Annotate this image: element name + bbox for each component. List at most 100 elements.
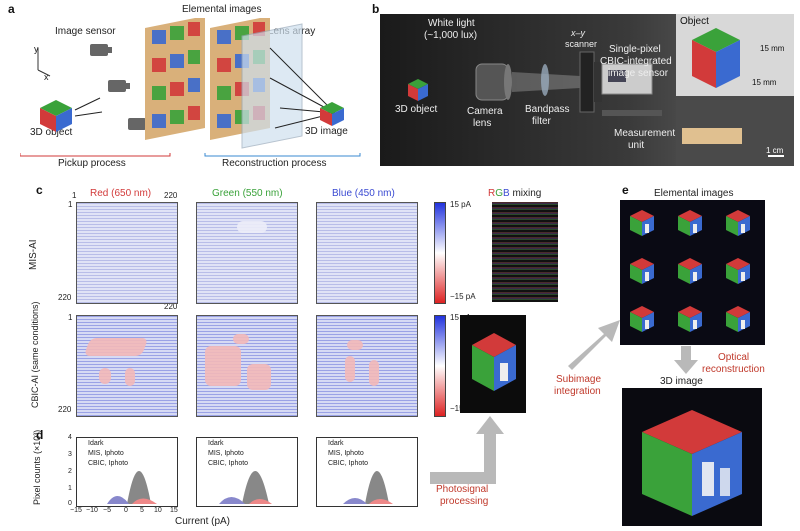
ytick: 4 — [68, 434, 72, 441]
ytick: 3 — [68, 451, 72, 458]
optical-label-2: reconstruction — [702, 364, 765, 375]
histogram-green — [196, 437, 298, 507]
ytick: 2 — [68, 468, 72, 475]
rgb-b: B — [503, 188, 510, 199]
histogram-blue — [316, 437, 418, 507]
setup-3d-object-label: 3D object — [395, 104, 438, 115]
subimage-label-2: integration — [554, 386, 601, 397]
tick-220-left-2: 220 — [58, 405, 72, 414]
legend-cbic: CBIC, Iphoto — [88, 460, 129, 467]
panel-a-illustration — [20, 18, 361, 157]
colorbar-bottom — [434, 315, 446, 417]
xtick: 5 — [140, 507, 144, 514]
rgb-rest: mixing — [509, 188, 542, 199]
cbic-red-map — [76, 315, 178, 417]
pickup-process-label: Pickup process — [58, 158, 126, 169]
legend-cbic-2: CBIC, Iphoto — [208, 460, 249, 467]
tick-1-left: 1 — [68, 200, 73, 209]
cbic-blue-map — [316, 315, 418, 417]
mis-rgb-mixing — [492, 202, 558, 302]
white-light-label: White light — [428, 18, 475, 29]
white-light-lux: (~1,000 lux) — [424, 30, 478, 41]
tick-1-top: 1 — [72, 191, 77, 200]
reconstruction-process-label: Reconstruction process — [222, 158, 327, 169]
elemental-images-grid — [620, 200, 765, 345]
reconstructed-3d-image — [622, 388, 762, 526]
colorbar-top — [434, 202, 446, 304]
rgb-r: R — [488, 188, 496, 199]
photosignal-label-2: processing — [440, 496, 489, 507]
arrow-up-icon — [476, 416, 504, 434]
tick-220-top-2: 220 — [164, 302, 178, 311]
tick-220-left: 220 — [58, 293, 72, 302]
green-channel-title: Green (550 nm) — [212, 188, 283, 199]
sensor-label-3: image sensor — [608, 68, 669, 79]
legend-dark-2: Idark — [208, 440, 224, 447]
xtick: 10 — [154, 507, 162, 514]
ytick: 1 — [68, 485, 72, 492]
xtick: −5 — [103, 507, 111, 514]
setup-illustration — [408, 28, 784, 157]
optical-label-1: Optical — [718, 352, 750, 363]
rgb-g: G — [495, 188, 504, 199]
mis-blue-map — [316, 202, 418, 304]
bandpass-label-1: Bandpass — [525, 104, 570, 115]
measurement-label-1: Measurement — [614, 128, 676, 139]
panel-c-label: c — [36, 183, 43, 197]
colorbar-top-min: −15 pA — [450, 292, 476, 301]
mis-green-map — [196, 202, 298, 304]
scanner-label-2: scanner — [565, 39, 598, 49]
rgb-mixing-title: RGB mixing — [488, 188, 541, 199]
legend-cbic-3: CBIC, Iphoto — [328, 460, 369, 467]
measurement-label-2: unit — [628, 140, 645, 151]
camera-lens-label-2: lens — [473, 118, 492, 129]
subimage-label-1: Subimage — [556, 374, 602, 385]
legend-mis-2: MIS, Iphoto — [208, 450, 244, 457]
sensor-label-1: Single-pixel — [609, 44, 661, 55]
xtick: −10 — [86, 507, 98, 514]
dimension-label-2: 15 mm — [752, 78, 777, 87]
xtick: −15 — [70, 507, 82, 514]
object-3d-label: 3D object — [30, 127, 73, 138]
bandpass-label-2: filter — [532, 116, 551, 127]
tick-1-left-2: 1 — [68, 313, 73, 322]
mis-red-map — [76, 202, 178, 304]
histogram-red — [76, 437, 178, 507]
d-xlabel: Current (pA) — [175, 516, 231, 527]
tick-220-top: 220 — [164, 191, 178, 200]
legend-dark-3: Idark — [328, 440, 344, 447]
image-sensor-label: Image sensor — [55, 26, 116, 37]
dimension-label-1: 15 mm — [760, 44, 785, 53]
row-label-mis: MIS-AI — [28, 239, 39, 270]
legend-mis: MIS, Iphoto — [88, 450, 124, 457]
arrow-vertical — [484, 430, 496, 484]
image-3d-e-label: 3D image — [660, 376, 703, 387]
arrow-horizontal — [430, 472, 490, 484]
d-ylabel: Pixel counts (×10³) — [32, 429, 42, 505]
elemental-images-label: Elemental images — [182, 4, 262, 15]
axis-y-label: y — [34, 44, 39, 54]
legend-mis-3: MIS, Iphoto — [328, 450, 364, 457]
blue-channel-title: Blue (450 nm) — [332, 188, 395, 199]
cbic-green-map — [196, 315, 298, 417]
scanner-label-1: x–y — [571, 28, 586, 38]
panel-e-label: e — [622, 183, 629, 197]
arrow-diagonal-icon — [568, 320, 620, 370]
elemental-images-e-label: Elemental images — [654, 188, 734, 199]
xtick: 15 — [170, 507, 178, 514]
xtick: 0 — [124, 507, 128, 514]
row-label-cbic: CBIC-AI (same conditions) — [30, 301, 40, 408]
red-channel-title: Red (650 nm) — [90, 188, 152, 199]
axis-x-label: x — [44, 72, 49, 82]
photosignal-label-1: Photosignal — [436, 484, 489, 495]
ytick: 0 — [68, 500, 72, 507]
cbic-rgb-mixing — [460, 315, 526, 413]
legend-dark: Idark — [88, 440, 104, 447]
panel-a-label: a — [8, 2, 15, 16]
colorbar-top-max: 15 pA — [450, 200, 471, 209]
camera-icon — [90, 44, 150, 130]
scale-bar-label: 1 cm — [766, 146, 784, 155]
arrow-down-icon — [674, 346, 698, 374]
sensor-label-2: CBIC-integrated — [600, 56, 672, 67]
object-tag-label: Object — [680, 16, 709, 27]
